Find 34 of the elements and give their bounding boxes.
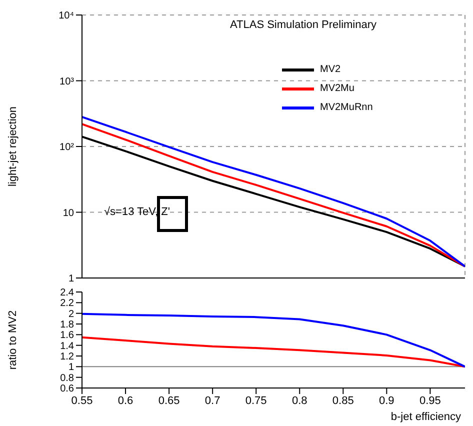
- x-tick-label: 0.75: [245, 394, 267, 407]
- y-tick-label: 10³: [60, 76, 75, 88]
- legend-label: MV2MuRnn: [320, 102, 373, 113]
- y-tick-label: 1.2: [60, 352, 74, 363]
- x-tick-label: 0.7: [204, 394, 220, 407]
- y-tick-label: 2: [68, 308, 74, 320]
- x-tick-label: 0.85: [332, 394, 354, 407]
- x-axis-title: b-jet efficiency: [390, 411, 462, 423]
- x-tick-label: 0.9: [379, 394, 394, 407]
- y-axis-title: light-jet rejection: [6, 106, 19, 187]
- x-tick-label: 0.65: [158, 394, 180, 407]
- y-tick-label: 0.6: [60, 384, 74, 395]
- y-tick-label: 2.4: [60, 288, 74, 299]
- annotation: ATLAS Simulation Preliminary: [230, 19, 377, 31]
- legend-label: MV2: [320, 64, 341, 75]
- annotation: √s=13 TeV, Z': [104, 206, 170, 218]
- x-tick-label: 0.55: [71, 394, 93, 407]
- y-tick-label: 1.8: [60, 320, 74, 331]
- y-tick-label: 2.2: [60, 298, 74, 310]
- line-series: [82, 312, 465, 368]
- x-tick-label: 0.6: [118, 394, 134, 407]
- line-series: [82, 336, 465, 368]
- legend-label: MV2Mu: [320, 83, 354, 94]
- y-axis-title: ratio to MV2: [6, 310, 19, 370]
- y-tick-label: 10²: [60, 142, 75, 154]
- x-tick-label: 0.8: [292, 394, 308, 407]
- y-tick-label: 0.8: [60, 372, 74, 384]
- y-tick-label: 1.6: [60, 330, 74, 342]
- y-tick-label: 1: [68, 274, 74, 285]
- x-tick-label: 0.95: [419, 394, 441, 407]
- y-tick-label: 10: [62, 208, 74, 219]
- y-tick-label: 10⁴: [58, 10, 74, 22]
- y-tick-label: 1: [68, 362, 74, 374]
- y-tick-label: 1.4: [60, 340, 74, 352]
